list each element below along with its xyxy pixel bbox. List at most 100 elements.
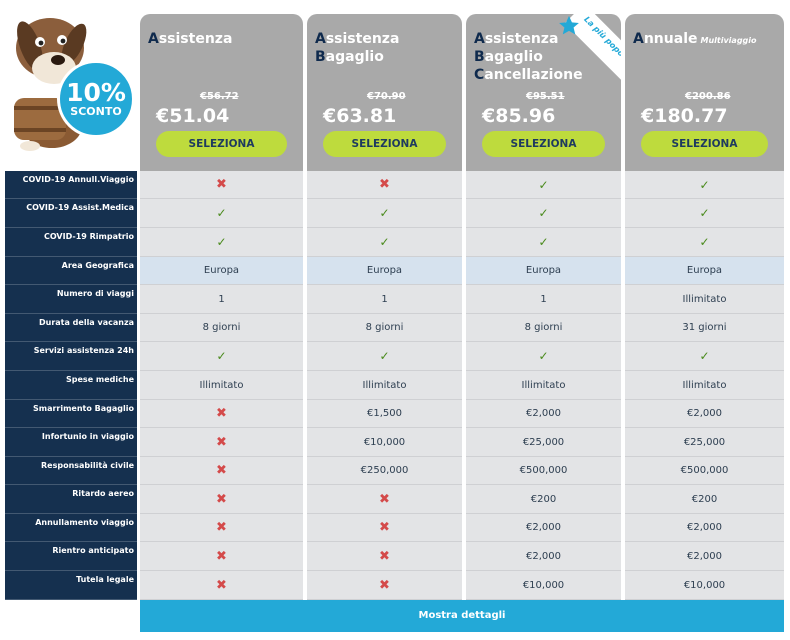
cross-icon: ✖	[216, 406, 227, 421]
feature-cell: ✖	[140, 514, 303, 542]
discount-percent: 10%	[66, 78, 126, 107]
plan-title-text: ancellazione	[484, 67, 583, 83]
feature-cell: 8 giorni	[140, 314, 303, 342]
feature-cell: ✖	[140, 542, 303, 571]
cross-icon: ✖	[379, 491, 390, 507]
select-plan-button[interactable]: SELEZIONA	[482, 131, 605, 157]
plan-title-initial: C	[474, 67, 485, 83]
select-plan-button[interactable]: SELEZIONA	[641, 131, 768, 157]
feature-value: €10,000	[683, 579, 726, 591]
feature-label: Rientro anticipato	[5, 542, 137, 571]
plan-title-line: Bagaglio	[315, 48, 399, 66]
feature-cell: ✓	[466, 228, 621, 257]
feature-cell: ✖	[140, 171, 303, 199]
cross-icon: ✖	[216, 434, 227, 450]
feature-cell: Illimitato	[140, 371, 303, 400]
feature-value: 1	[540, 293, 547, 305]
feature-cell: Illimitato	[625, 371, 784, 400]
cross-icon: ✖	[216, 177, 227, 192]
cross-icon: ✖	[379, 548, 390, 564]
feature-label: COVID-19 Annull.Viaggio	[5, 171, 137, 199]
plan-title-line: Bagaglio	[474, 48, 583, 66]
price: €85.96	[482, 105, 556, 127]
plan-title-line: Cancellazione	[474, 66, 583, 84]
show-details-button[interactable]: Mostra dettagli	[140, 600, 784, 632]
feature-cell: €10,000	[307, 428, 462, 457]
feature-cell: ✓	[625, 171, 784, 199]
plan-title-initial: B	[315, 49, 326, 65]
feature-value: 8 giorni	[524, 322, 563, 333]
feature-cell: Europa	[466, 257, 621, 285]
check-icon: ✓	[538, 206, 549, 220]
plan-title-line: Assistenza	[148, 30, 232, 48]
feature-cell: ✓	[307, 199, 462, 228]
old-price: €70.90	[367, 91, 406, 102]
feature-value: 1	[218, 293, 225, 305]
feature-value: Europa	[366, 265, 403, 276]
old-price: €56.72	[200, 91, 239, 102]
feature-cell: €500,000	[466, 457, 621, 485]
check-icon: ✓	[216, 206, 227, 220]
select-plan-button[interactable]: SELEZIONA	[156, 131, 287, 157]
price: €51.04	[156, 105, 230, 127]
feature-cell: ✖	[140, 457, 303, 485]
check-icon: ✓	[216, 235, 227, 249]
feature-cell: ✓	[625, 228, 784, 257]
cross-icon: ✖	[379, 177, 390, 192]
feature-value: €200	[691, 493, 718, 505]
feature-cell: 1	[140, 285, 303, 314]
check-icon: ✓	[538, 349, 549, 363]
plan-title-text: ssistenza	[484, 31, 559, 47]
plan-card: Assistenza Bagaglio Cancellazione €95.51 €85…	[466, 14, 621, 171]
feature-value: Illimitato	[521, 379, 566, 391]
feature-cell: 8 giorni	[307, 314, 462, 342]
feature-label: Servizi assistenza 24h	[5, 342, 137, 371]
check-icon: ✓	[216, 349, 227, 363]
feature-value: Illimitato	[682, 293, 727, 305]
feature-label: Tutela legale	[5, 571, 137, 600]
feature-cell: Illimitato	[625, 285, 784, 314]
feature-value: Europa	[203, 265, 240, 276]
feature-value: €2,000	[526, 550, 561, 562]
feature-cell: ✓	[625, 199, 784, 228]
cross-icon: ✖	[216, 577, 227, 593]
feature-value: 31 giorni	[682, 322, 727, 333]
check-icon: ✓	[379, 349, 390, 363]
feature-value: Europa	[686, 265, 723, 276]
feature-cell: 31 giorni	[625, 314, 784, 342]
feature-cell: €2,000	[625, 400, 784, 428]
feature-cell: €2,000	[466, 400, 621, 428]
feature-value: 1	[381, 293, 388, 305]
select-plan-button[interactable]: SELEZIONA	[323, 131, 446, 157]
feature-cell: ✓	[140, 199, 303, 228]
discount-badge: 10% SCONTO	[57, 60, 135, 138]
feature-cell: €25,000	[466, 428, 621, 457]
feature-cell: ✖	[140, 485, 303, 514]
check-icon: ✓	[699, 349, 710, 363]
feature-cell: Europa	[140, 257, 303, 285]
check-icon: ✓	[538, 235, 549, 249]
cross-icon: ✖	[379, 520, 390, 535]
feature-cell: ✖	[307, 571, 462, 600]
feature-value: Illimitato	[199, 379, 244, 391]
feature-cell: 1	[307, 285, 462, 314]
plan-title-line: Annuale Multiviaggio	[633, 30, 757, 50]
feature-label: COVID-19 Rimpatrio	[5, 228, 137, 257]
feature-cell: ✖	[307, 171, 462, 199]
feature-cell: ✓	[307, 342, 462, 371]
feature-label: Spese mediche	[5, 371, 137, 400]
old-price: €200.86	[685, 91, 731, 102]
feature-value: €25,000	[522, 436, 565, 448]
check-icon: ✓	[379, 206, 390, 220]
feature-cell: €500,000	[625, 457, 784, 485]
feature-label: Responsabilità civile	[5, 457, 137, 485]
feature-cell: ✓	[307, 228, 462, 257]
feature-value: €1,500	[367, 408, 402, 419]
feature-cell: €250,000	[307, 457, 462, 485]
feature-value: €2,000	[687, 522, 722, 533]
feature-label: Infortunio in viaggio	[5, 428, 137, 457]
feature-cell: €200	[625, 485, 784, 514]
feature-value: €2,000	[526, 408, 561, 419]
feature-label: Area Geografica	[5, 257, 137, 285]
feature-value: €2,000	[687, 408, 722, 419]
